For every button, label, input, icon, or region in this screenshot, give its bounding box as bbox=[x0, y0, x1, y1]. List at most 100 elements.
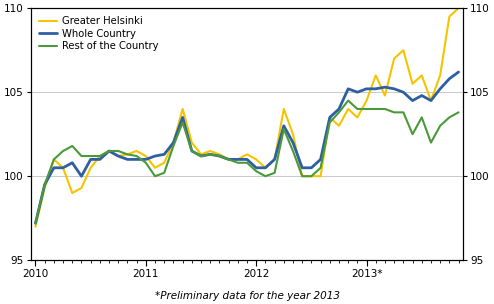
Greater Helsinki bbox=[382, 94, 388, 97]
Whole Country bbox=[437, 87, 443, 91]
Whole Country bbox=[262, 166, 268, 170]
Rest of the Country bbox=[216, 154, 222, 158]
Greater Helsinki bbox=[281, 107, 287, 111]
Whole Country bbox=[281, 124, 287, 128]
Greater Helsinki bbox=[87, 166, 93, 170]
Whole Country bbox=[235, 157, 241, 161]
Greater Helsinki bbox=[79, 186, 84, 190]
Rest of the Country bbox=[134, 154, 140, 158]
Greater Helsinki bbox=[124, 153, 130, 156]
Rest of the Country bbox=[161, 171, 167, 175]
Whole Country bbox=[69, 161, 75, 164]
Whole Country bbox=[115, 154, 121, 158]
Rest of the Country bbox=[272, 171, 278, 175]
Rest of the Country bbox=[364, 107, 370, 111]
Greater Helsinki bbox=[327, 116, 333, 119]
Whole Country bbox=[345, 87, 351, 91]
Rest of the Country bbox=[373, 107, 379, 111]
Rest of the Country bbox=[419, 116, 425, 119]
Greater Helsinki bbox=[216, 153, 222, 156]
Whole Country bbox=[189, 149, 195, 153]
Rest of the Country bbox=[87, 154, 93, 158]
Whole Country bbox=[216, 154, 222, 158]
Greater Helsinki bbox=[272, 157, 278, 161]
Rest of the Country bbox=[198, 154, 204, 158]
Rest of the Country bbox=[327, 121, 333, 124]
Greater Helsinki bbox=[161, 161, 167, 164]
Whole Country bbox=[124, 157, 130, 161]
Rest of the Country bbox=[180, 121, 186, 124]
Greater Helsinki bbox=[134, 149, 140, 153]
Whole Country bbox=[161, 153, 167, 156]
Rest of the Country bbox=[143, 161, 149, 164]
Rest of the Country bbox=[336, 111, 342, 114]
Greater Helsinki bbox=[69, 191, 75, 195]
Whole Country bbox=[382, 85, 388, 89]
Greater Helsinki bbox=[51, 157, 57, 161]
Greater Helsinki bbox=[308, 174, 314, 178]
Whole Country bbox=[106, 149, 112, 153]
Whole Country bbox=[97, 157, 103, 161]
Rest of the Country bbox=[124, 153, 130, 156]
Whole Country bbox=[455, 70, 461, 74]
Greater Helsinki bbox=[345, 107, 351, 111]
Rest of the Country bbox=[447, 116, 453, 119]
Whole Country bbox=[152, 154, 158, 158]
Greater Helsinki bbox=[391, 57, 397, 60]
Greater Helsinki bbox=[106, 149, 112, 153]
Rest of the Country bbox=[235, 161, 241, 164]
Whole Country bbox=[51, 166, 57, 170]
Greater Helsinki bbox=[262, 166, 268, 170]
Greater Helsinki bbox=[226, 157, 232, 161]
Rest of the Country bbox=[170, 144, 176, 148]
Greater Helsinki bbox=[244, 153, 250, 156]
Rest of the Country bbox=[428, 141, 434, 144]
Rest of the Country bbox=[79, 154, 84, 158]
Rest of the Country bbox=[401, 111, 407, 114]
Greater Helsinki bbox=[299, 174, 305, 178]
Greater Helsinki bbox=[115, 154, 121, 158]
Greater Helsinki bbox=[364, 99, 370, 102]
Rest of the Country bbox=[382, 107, 388, 111]
Whole Country bbox=[87, 157, 93, 161]
Rest of the Country bbox=[299, 174, 305, 178]
Whole Country bbox=[364, 87, 370, 91]
Whole Country bbox=[373, 87, 379, 91]
Rest of the Country bbox=[33, 221, 39, 225]
Rest of the Country bbox=[253, 169, 259, 173]
Whole Country bbox=[226, 157, 232, 161]
Whole Country bbox=[198, 154, 204, 158]
Whole Country bbox=[290, 141, 296, 144]
Whole Country bbox=[207, 153, 213, 156]
Greater Helsinki bbox=[180, 107, 186, 111]
Rest of the Country bbox=[244, 161, 250, 164]
Line: Whole Country: Whole Country bbox=[36, 72, 458, 223]
Greater Helsinki bbox=[447, 15, 453, 19]
Rest of the Country bbox=[207, 153, 213, 156]
Whole Country bbox=[428, 99, 434, 102]
Whole Country bbox=[354, 90, 360, 94]
Rest of the Country bbox=[226, 157, 232, 161]
Greater Helsinki bbox=[455, 6, 461, 10]
Whole Country bbox=[308, 166, 314, 170]
Greater Helsinki bbox=[253, 157, 259, 161]
Rest of the Country bbox=[189, 149, 195, 153]
Whole Country bbox=[299, 166, 305, 170]
Greater Helsinki bbox=[60, 166, 66, 170]
Greater Helsinki bbox=[336, 124, 342, 128]
Greater Helsinki bbox=[198, 153, 204, 156]
Whole Country bbox=[419, 94, 425, 97]
Rest of the Country bbox=[437, 124, 443, 128]
Rest of the Country bbox=[391, 111, 397, 114]
Greater Helsinki bbox=[143, 154, 149, 158]
Legend: Greater Helsinki, Whole Country, Rest of the Country: Greater Helsinki, Whole Country, Rest of… bbox=[36, 13, 162, 54]
Greater Helsinki bbox=[207, 149, 213, 153]
Rest of the Country bbox=[345, 99, 351, 102]
Rest of the Country bbox=[97, 154, 103, 158]
Rest of the Country bbox=[455, 111, 461, 114]
Greater Helsinki bbox=[41, 186, 47, 190]
Whole Country bbox=[134, 157, 140, 161]
Rest of the Country bbox=[318, 166, 324, 170]
Greater Helsinki bbox=[401, 48, 407, 52]
Whole Country bbox=[253, 166, 259, 170]
